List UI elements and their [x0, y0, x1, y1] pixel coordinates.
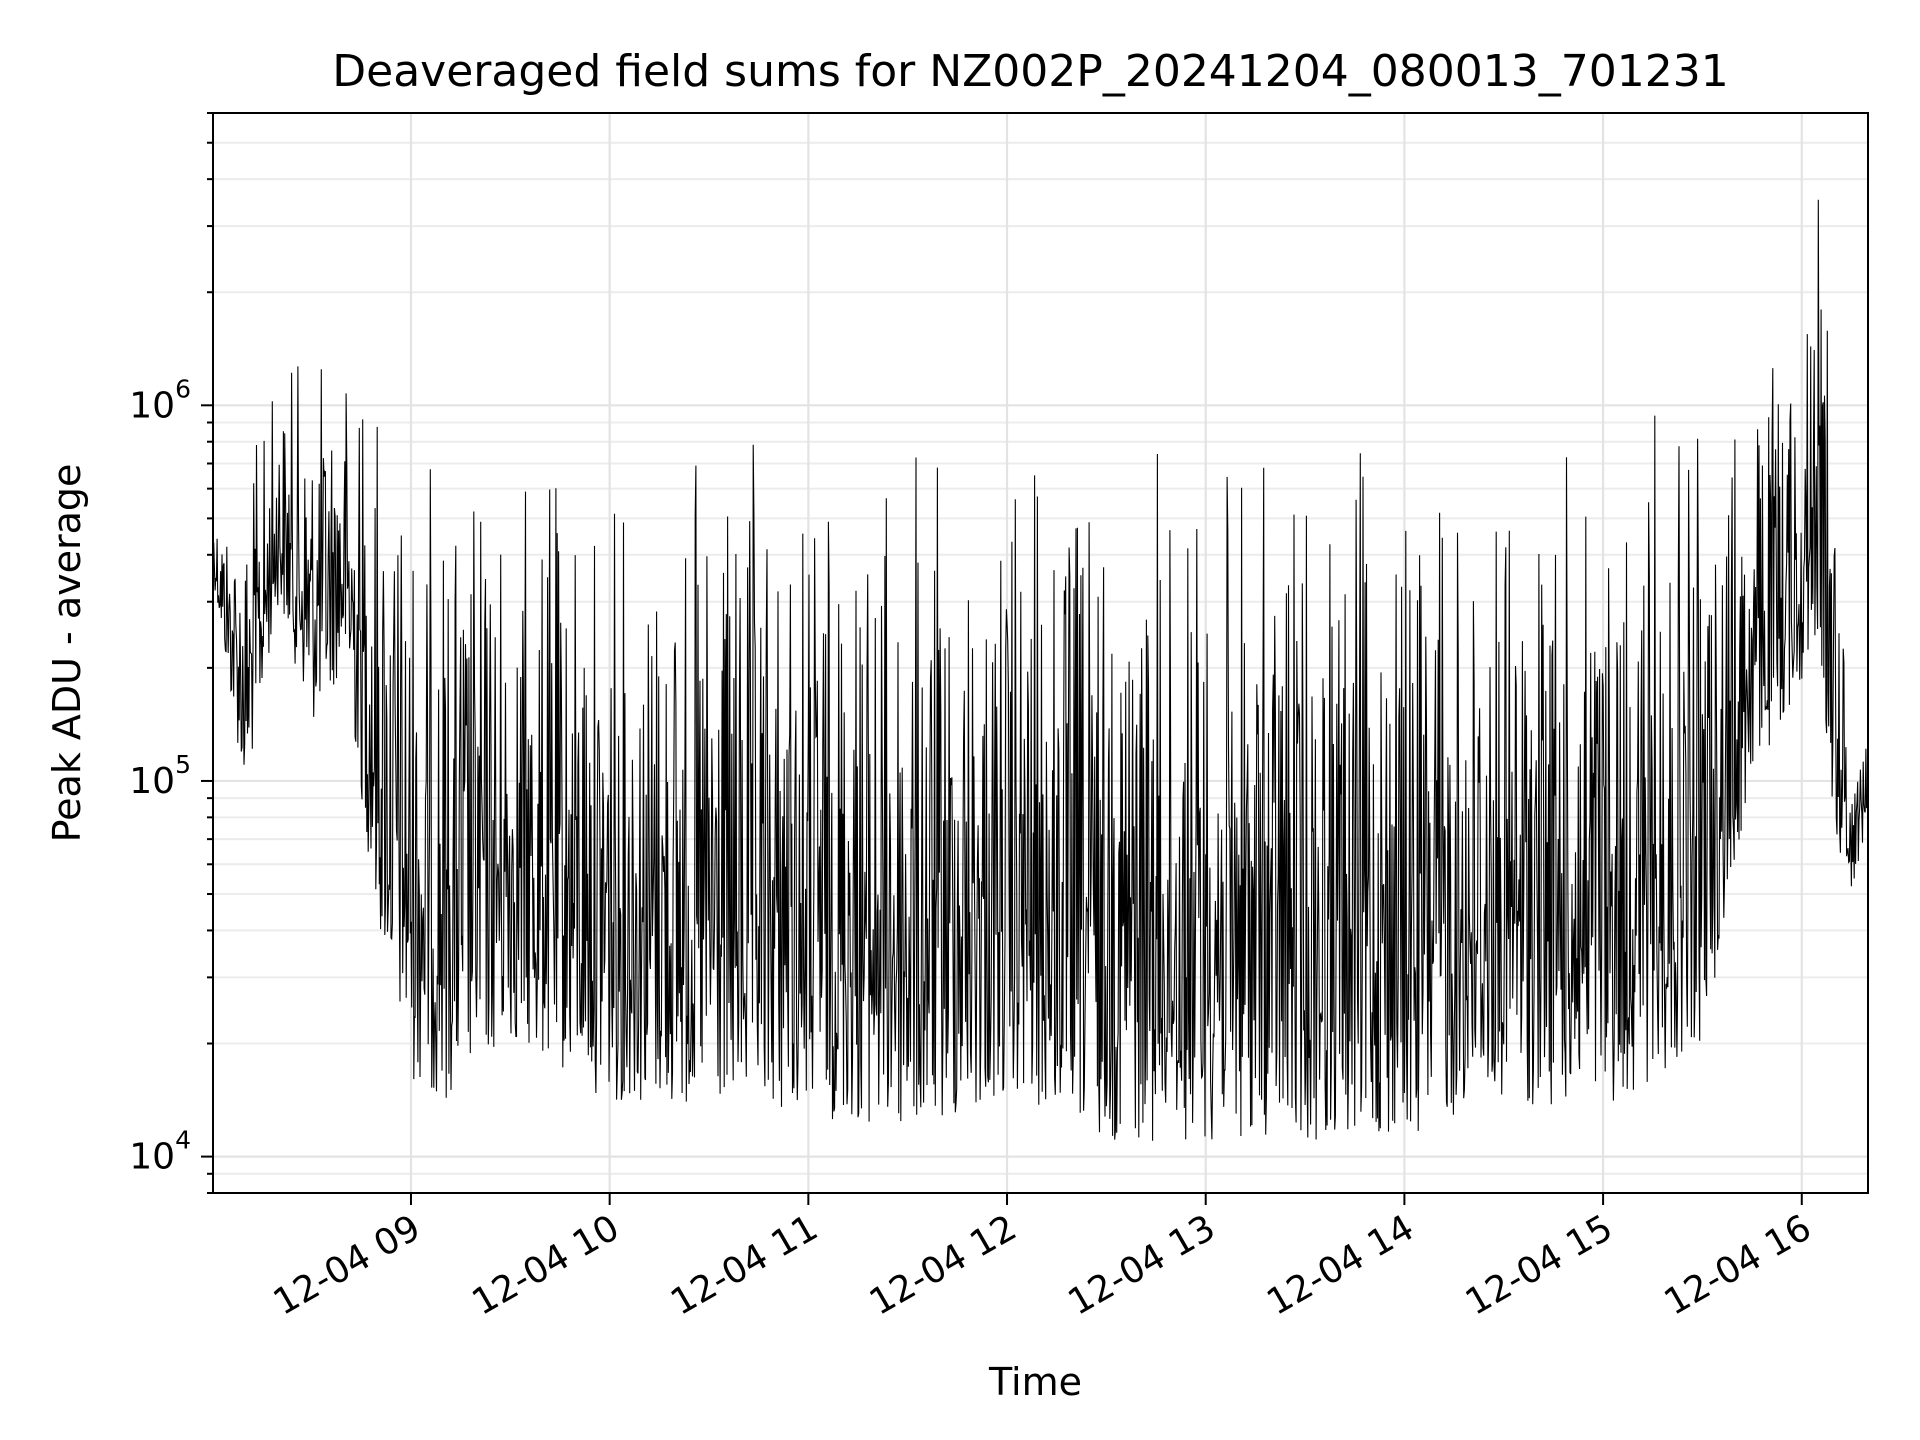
x-tick-label: 12-04 12 — [863, 1207, 1024, 1323]
series-layer — [213, 199, 1868, 1141]
x-tick-label: 12-04 09 — [267, 1207, 428, 1323]
x-tick-label: 12-04 15 — [1459, 1207, 1620, 1323]
x-tick-label: 12-04 16 — [1658, 1207, 1819, 1323]
series-line — [213, 199, 1868, 1141]
chart-title: Deaveraged field sums for NZ002P_2024120… — [332, 46, 1728, 97]
y-axis-label: Peak ADU - average — [45, 464, 89, 843]
plot-frame — [212, 112, 1869, 1194]
x-tick-label: 12-04 14 — [1260, 1207, 1421, 1323]
x-tick-label: 12-04 13 — [1062, 1207, 1223, 1323]
x-axis-label: Time — [988, 1360, 1082, 1404]
x-tick-label: 12-04 11 — [664, 1207, 825, 1323]
x-tick-label: 12-04 10 — [465, 1207, 626, 1323]
y-tick-label: 105 — [129, 750, 191, 802]
y-tick-label: 104 — [129, 1126, 191, 1178]
y-tick-label: 106 — [129, 374, 191, 426]
